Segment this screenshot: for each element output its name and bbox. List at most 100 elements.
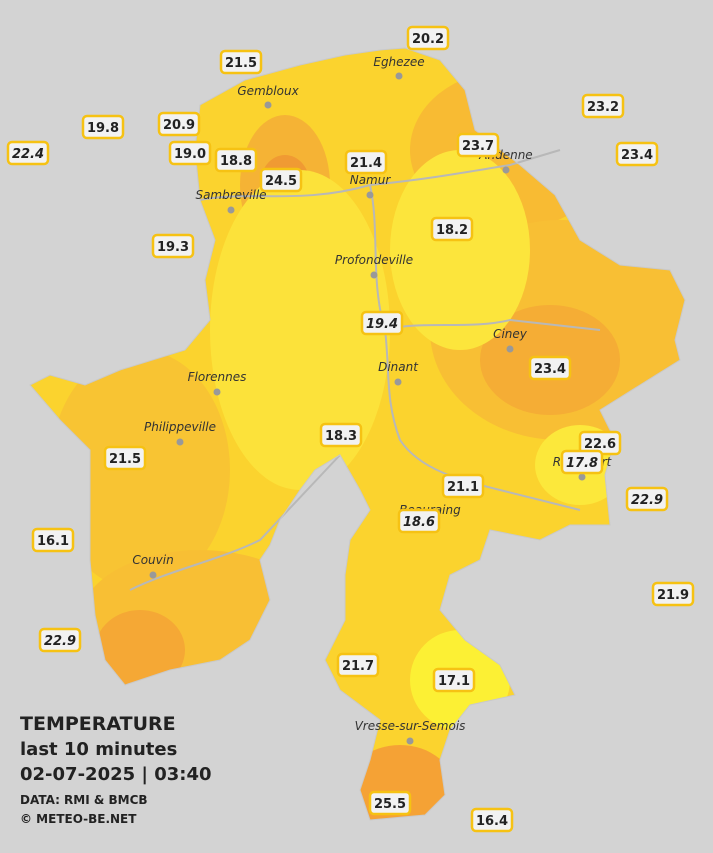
station-value: 23.2 <box>587 100 619 115</box>
station: 19.4 <box>360 310 404 336</box>
station-box <box>259 167 303 193</box>
station: 20.9 <box>157 111 201 137</box>
city-label: Eghezee <box>373 55 424 69</box>
station: 21.4 <box>344 149 388 175</box>
station-value: 19.8 <box>87 121 119 136</box>
station-value: 18.2 <box>436 223 468 238</box>
station: 21.1 <box>441 473 485 499</box>
station: 21.7 <box>336 652 380 678</box>
station-value: 17.1 <box>438 674 470 689</box>
station: 21.5 <box>219 49 263 75</box>
station-value: 23.4 <box>621 148 653 163</box>
city-dot <box>578 473 586 481</box>
station-box <box>406 25 450 51</box>
station: 22.6 <box>578 430 622 456</box>
legend-title: TEMPERATURE <box>20 713 176 735</box>
station-box <box>103 445 147 471</box>
station-box <box>38 627 82 653</box>
station-value: 23.7 <box>462 139 494 154</box>
station-box <box>581 93 625 119</box>
legend-copyright: © METEO-BE.NET <box>20 812 137 826</box>
city-label: Vresse-sur-Semois <box>355 719 466 733</box>
station-box <box>615 141 659 167</box>
station-value: 18.3 <box>325 429 357 444</box>
station: 25.5 <box>368 790 412 816</box>
legend-datetime: 02-07-2025 | 03:40 <box>20 764 212 785</box>
station-box <box>560 449 604 475</box>
station-value: 19.3 <box>157 240 189 255</box>
station-box <box>651 581 695 607</box>
station-value: 21.9 <box>657 588 689 603</box>
station-value: 21.7 <box>342 659 374 674</box>
station-value: 22.9 <box>44 634 76 649</box>
station-value: 21.4 <box>350 156 382 171</box>
station-box <box>219 49 263 75</box>
station: 18.6 <box>397 508 441 534</box>
station-value: 23.4 <box>534 362 566 377</box>
station-value: 22.6 <box>584 437 616 452</box>
city-dot <box>506 345 514 353</box>
station-value: 18.8 <box>220 154 252 169</box>
city-label: Florennes <box>188 370 247 384</box>
station: 22.9 <box>38 627 82 653</box>
station: 19.8 <box>81 114 125 140</box>
station-box <box>432 667 476 693</box>
station-value: 16.4 <box>476 814 508 829</box>
station-value: 21.5 <box>109 452 141 467</box>
station-box <box>528 355 572 381</box>
station: 18.3 <box>319 422 363 448</box>
station: 16.4 <box>470 807 514 833</box>
station-box <box>81 114 125 140</box>
station-value: 17.8 <box>566 456 598 471</box>
station: 22.9 <box>625 486 669 512</box>
city-label: Gembloux <box>237 84 299 98</box>
station-value: 20.2 <box>412 32 444 47</box>
station-value: 21.5 <box>225 56 257 71</box>
station-box <box>625 486 669 512</box>
city-dot <box>213 388 221 396</box>
city-label: Profondeville <box>335 253 413 267</box>
station-box <box>168 140 212 166</box>
city-label: Ciney <box>493 327 528 341</box>
station: 19.3 <box>151 233 195 259</box>
station: 17.1 <box>432 667 476 693</box>
station-box <box>319 422 363 448</box>
station-value: 24.5 <box>265 174 297 189</box>
station: 18.8 <box>214 147 258 173</box>
station-value: 16.1 <box>37 534 69 549</box>
station-box <box>430 216 474 242</box>
city-label: Namur <box>350 173 392 187</box>
station-box <box>441 473 485 499</box>
station-box <box>157 111 201 137</box>
city-label: Dinant <box>378 360 419 374</box>
station: 20.2 <box>406 25 450 51</box>
legend-source: DATA: RMI & BMCB <box>20 793 148 807</box>
station-value: 19.0 <box>174 147 206 162</box>
city-dot <box>406 737 414 745</box>
city-label: Couvin <box>132 553 173 567</box>
station-box <box>336 652 380 678</box>
station-box <box>344 149 388 175</box>
station: 17.8 <box>560 449 604 475</box>
station: 22.4 <box>6 140 50 166</box>
station-box <box>397 508 441 534</box>
station: 23.4 <box>615 141 659 167</box>
city-dot <box>264 101 272 109</box>
station-value: 20.9 <box>163 118 195 133</box>
station: 16.1 <box>31 527 75 553</box>
station-value: 25.5 <box>374 797 406 812</box>
city-dot <box>370 271 378 279</box>
city-dot <box>366 191 374 199</box>
legend: TEMPERATURE last 10 minutes 02-07-2025 |… <box>20 713 212 826</box>
station: 21.9 <box>651 581 695 607</box>
station: 23.4 <box>528 355 572 381</box>
station-box <box>214 147 258 173</box>
city-dot <box>395 72 403 80</box>
city-dot <box>394 378 402 386</box>
city-label: Sambreville <box>195 188 266 202</box>
city-dot <box>227 206 235 214</box>
station: 24.5 <box>259 167 303 193</box>
station: 19.0 <box>168 140 212 166</box>
station-box <box>31 527 75 553</box>
